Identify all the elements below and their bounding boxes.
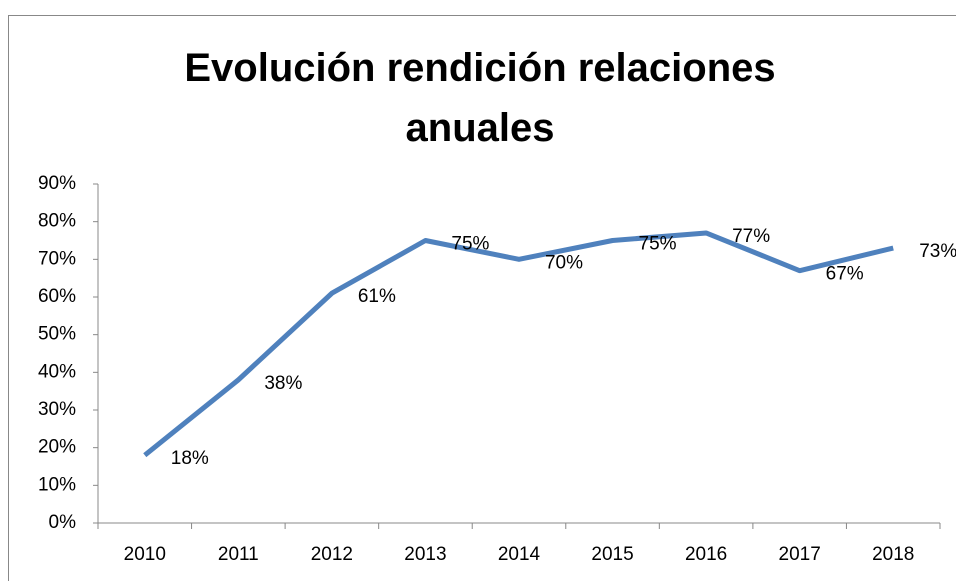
- y-tick-label: 40%: [38, 361, 76, 382]
- data-label: 70%: [545, 252, 583, 273]
- x-tick-label: 2010: [124, 544, 166, 565]
- y-tick-label: 90%: [38, 173, 76, 194]
- y-tick-label: 70%: [38, 248, 76, 269]
- data-label: 61%: [358, 286, 396, 307]
- data-label: 75%: [451, 234, 489, 255]
- chart-title: Evolución rendición relaciones anuales: [184, 46, 776, 150]
- x-tick-label: 2017: [779, 544, 821, 565]
- y-tick-label: 80%: [38, 211, 76, 232]
- x-tick-label: 2011: [218, 544, 259, 565]
- data-label: 77%: [732, 226, 770, 247]
- y-tick-label: 0%: [49, 512, 77, 533]
- x-tick-label: 2012: [311, 544, 353, 565]
- y-tick-label: 30%: [38, 399, 76, 420]
- x-tick-label: 2013: [404, 544, 446, 565]
- line-series: [143, 230, 894, 458]
- x-tick-label: 2014: [498, 544, 541, 565]
- data-label: 75%: [639, 234, 677, 255]
- y-tick-label: 60%: [38, 286, 76, 307]
- x-tick-label: 2016: [685, 544, 727, 565]
- x-tick-label: 2018: [872, 544, 914, 565]
- data-label: 18%: [171, 448, 209, 469]
- x-tick-label: 2015: [591, 544, 633, 565]
- data-label: 38%: [264, 373, 302, 394]
- data-label: 73%: [919, 241, 956, 262]
- data-label: 67%: [826, 264, 864, 285]
- chart-frame: [8, 15, 956, 581]
- y-tick-label: 10%: [38, 474, 76, 495]
- y-tick-label: 20%: [38, 437, 76, 458]
- y-tick-label: 50%: [38, 324, 76, 345]
